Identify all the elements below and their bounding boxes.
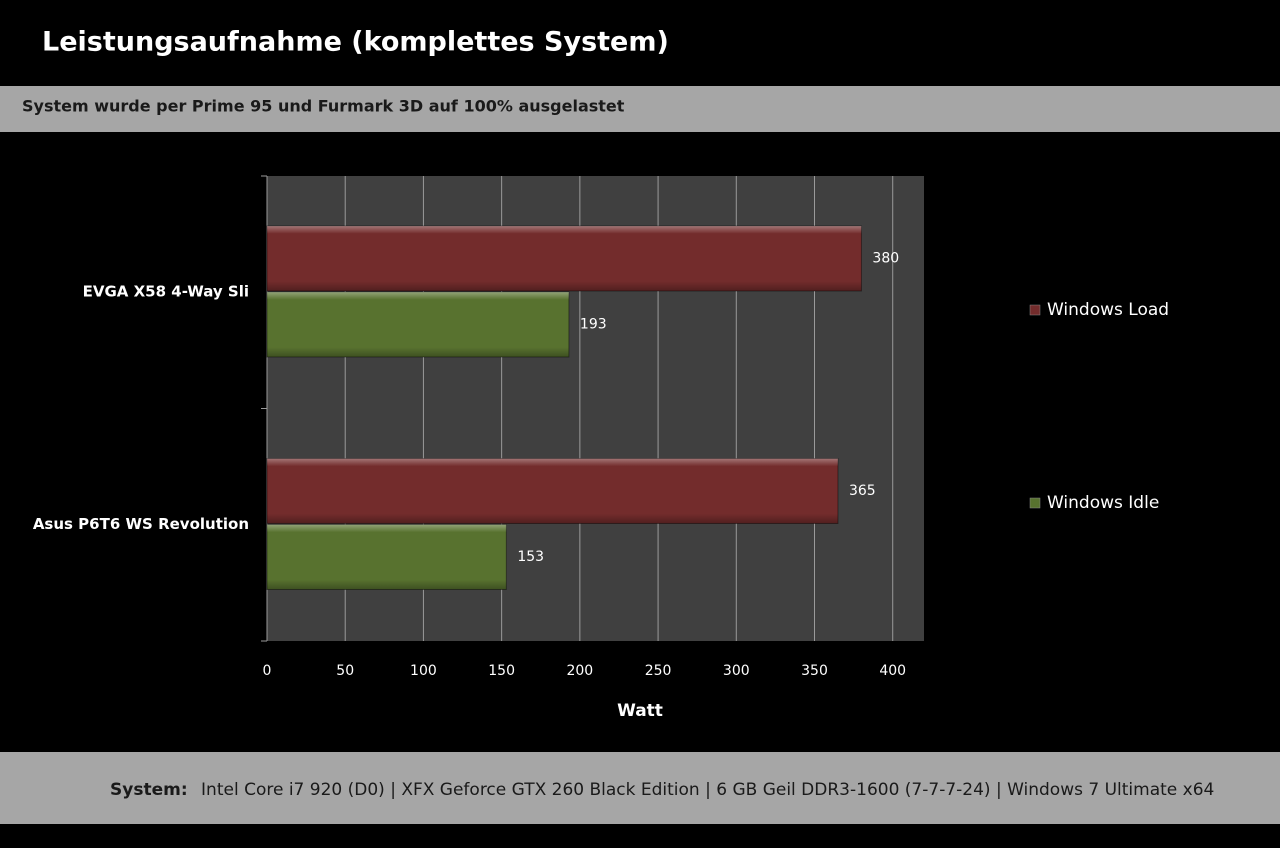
bar-shade xyxy=(267,226,862,291)
footer: System: Intel Core i7 920 (D0) | XFX Gef… xyxy=(110,780,1214,800)
value-label: 365 xyxy=(849,483,876,499)
legend-label: Windows Idle xyxy=(1047,493,1159,513)
subtitle-band xyxy=(0,86,1280,132)
legend-marker xyxy=(1029,304,1041,316)
x-tick-label: 300 xyxy=(723,663,750,679)
value-label: 380 xyxy=(872,251,899,267)
legend-label: Windows Load xyxy=(1047,300,1169,320)
x-axis-label: Watt xyxy=(617,701,663,721)
footer-text: Intel Core i7 920 (D0) | XFX Geforce GTX… xyxy=(201,780,1214,800)
x-tick-label: 400 xyxy=(879,663,906,679)
bar-shade xyxy=(267,524,507,590)
x-tick-label: 150 xyxy=(488,663,515,679)
footer-band xyxy=(0,752,1280,824)
y-tick-label: Asus P6T6 WS Revolution xyxy=(33,515,249,533)
x-tick-label: 100 xyxy=(410,663,437,679)
bar-shade xyxy=(267,292,569,357)
x-tick-label: 0 xyxy=(263,663,272,679)
bar-shade xyxy=(267,458,838,524)
footer-label: System: xyxy=(110,780,188,800)
value-label: 153 xyxy=(517,549,544,565)
y-tick-label: EVGA X58 4-Way Sli xyxy=(83,283,249,301)
x-tick-label: 50 xyxy=(336,663,354,679)
x-tick-label: 250 xyxy=(645,663,672,679)
chart-title: Leistungsaufnahme (komplettes System) xyxy=(42,27,669,58)
legend-marker xyxy=(1029,497,1041,509)
x-tick-label: 350 xyxy=(801,663,828,679)
value-label: 193 xyxy=(580,317,607,333)
x-tick-label: 200 xyxy=(566,663,593,679)
subtitle: System wurde per Prime 95 und Furmark 3D… xyxy=(22,97,625,116)
